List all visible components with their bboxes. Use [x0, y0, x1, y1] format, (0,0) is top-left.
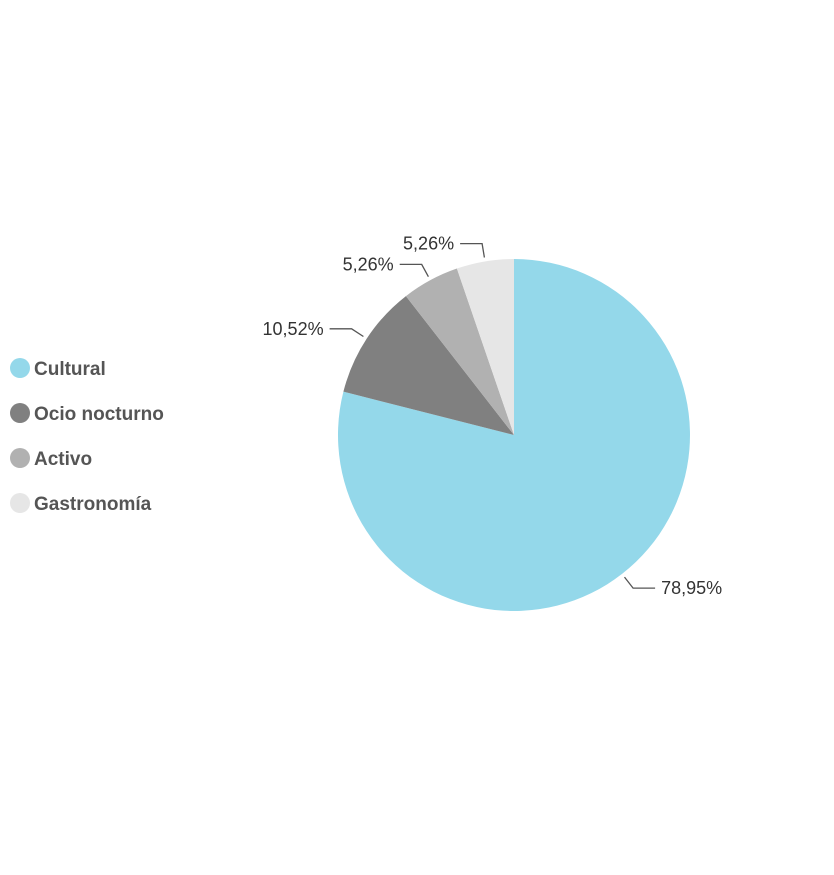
pie-slice-ocio-nocturno: [343, 296, 514, 435]
legend-label-gastronomia: Gastronomía: [34, 494, 152, 515]
leader-line-activo: [399, 263, 429, 278]
pie-slice-activo: [405, 268, 514, 435]
data-label-activo: 5,26%: [343, 254, 394, 274]
pie-slice-cultural: [337, 259, 690, 612]
legend-label-ocio-nocturno: Ocio nocturno: [34, 404, 164, 425]
legend-item-gastronomia: Gastronomía: [10, 493, 152, 515]
pie-slice-gastronomia: [456, 259, 514, 435]
legend-swatch-activo: [10, 448, 30, 468]
leader-line-ocio-nocturno: [329, 328, 364, 338]
legend: Cultural Ocio nocturno Activo Gastronomía: [10, 358, 164, 515]
legend-item-cultural: Cultural: [10, 358, 106, 380]
legend-item-activo: Activo: [10, 448, 92, 470]
legend-label-cultural: Cultural: [34, 359, 106, 380]
leader-line-gastronomia: [460, 242, 486, 258]
pie-slices: [337, 259, 690, 612]
data-label-cultural: 78,95%: [661, 578, 722, 598]
data-label-ocio-nocturno: 10,52%: [263, 319, 324, 339]
legend-swatch-gastronomia: [10, 493, 30, 513]
legend-swatch-cultural: [10, 358, 30, 378]
legend-swatch-ocio-nocturno: [10, 403, 30, 423]
data-label-gastronomia: 5,26%: [403, 234, 454, 254]
leader-line-cultural: [623, 576, 656, 589]
slice-labels: 78,95% 10,52% 5,26% 5,26%: [263, 234, 723, 598]
legend-label-activo: Activo: [34, 449, 92, 470]
legend-item-ocio-nocturno: Ocio nocturno: [10, 403, 164, 425]
